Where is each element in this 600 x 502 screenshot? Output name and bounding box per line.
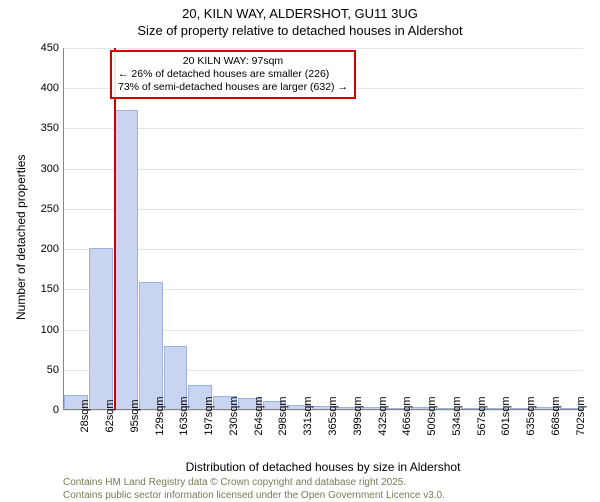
x-tick-label: 264sqm — [253, 396, 265, 435]
y-tick-label: 0 — [0, 404, 59, 416]
chart-footer: Contains HM Land Registry data © Crown c… — [63, 476, 445, 502]
x-tick-label: 298sqm — [277, 396, 289, 435]
x-tick-label: 500sqm — [426, 396, 438, 435]
chart-title-sub: Size of property relative to detached ho… — [0, 21, 600, 38]
y-tick-label: 300 — [0, 163, 59, 175]
reference-line — [114, 48, 116, 409]
x-tick-label: 331sqm — [302, 396, 314, 435]
x-tick-label: 601sqm — [500, 396, 512, 435]
gridline — [64, 169, 583, 170]
x-tick-label: 432sqm — [377, 396, 389, 435]
x-tick-label: 365sqm — [327, 396, 339, 435]
y-tick-label: 150 — [0, 283, 59, 295]
y-tick-label: 450 — [0, 42, 59, 54]
gridline — [64, 249, 583, 250]
x-tick-label: 28sqm — [79, 399, 91, 432]
y-tick-label: 400 — [0, 82, 59, 94]
x-tick-label: 230sqm — [228, 396, 240, 435]
y-tick-label: 100 — [0, 324, 59, 336]
histogram-chart: 20, KILN WAY, ALDERSHOT, GU11 3UG Size o… — [0, 0, 600, 500]
x-tick-label: 95sqm — [129, 399, 141, 432]
y-tick-label: 50 — [0, 364, 59, 376]
histogram-bar — [114, 110, 138, 409]
footer-line: Contains public sector information licen… — [63, 489, 445, 502]
y-tick-label: 200 — [0, 243, 59, 255]
x-tick-label: 702sqm — [575, 396, 587, 435]
gridline — [64, 48, 583, 49]
y-tick-label: 350 — [0, 122, 59, 134]
x-tick-label: 62sqm — [104, 399, 116, 432]
x-tick-label: 163sqm — [178, 396, 190, 435]
chart-title-main: 20, KILN WAY, ALDERSHOT, GU11 3UG — [0, 0, 600, 21]
x-tick-label: 567sqm — [476, 396, 488, 435]
x-tick-label: 129sqm — [154, 396, 166, 435]
callout-line: 73% of semi-detached houses are larger (… — [118, 81, 348, 94]
plot-area — [63, 48, 583, 410]
histogram-bar — [139, 282, 163, 409]
x-tick-label: 197sqm — [203, 396, 215, 435]
x-axis-title: Distribution of detached houses by size … — [63, 460, 583, 474]
y-tick-label: 250 — [0, 203, 59, 215]
x-tick-label: 635sqm — [525, 396, 537, 435]
histogram-bar — [89, 248, 113, 409]
callout-line: 20 KILN WAY: 97sqm — [118, 55, 348, 68]
x-tick-label: 668sqm — [550, 396, 562, 435]
gridline — [64, 209, 583, 210]
callout-box: 20 KILN WAY: 97sqm← 26% of detached hous… — [110, 50, 356, 99]
x-tick-label: 534sqm — [451, 396, 463, 435]
gridline — [64, 128, 583, 129]
x-tick-label: 399sqm — [352, 396, 364, 435]
footer-line: Contains HM Land Registry data © Crown c… — [63, 476, 445, 489]
x-tick-label: 466sqm — [401, 396, 413, 435]
callout-line: ← 26% of detached houses are smaller (22… — [118, 68, 348, 81]
